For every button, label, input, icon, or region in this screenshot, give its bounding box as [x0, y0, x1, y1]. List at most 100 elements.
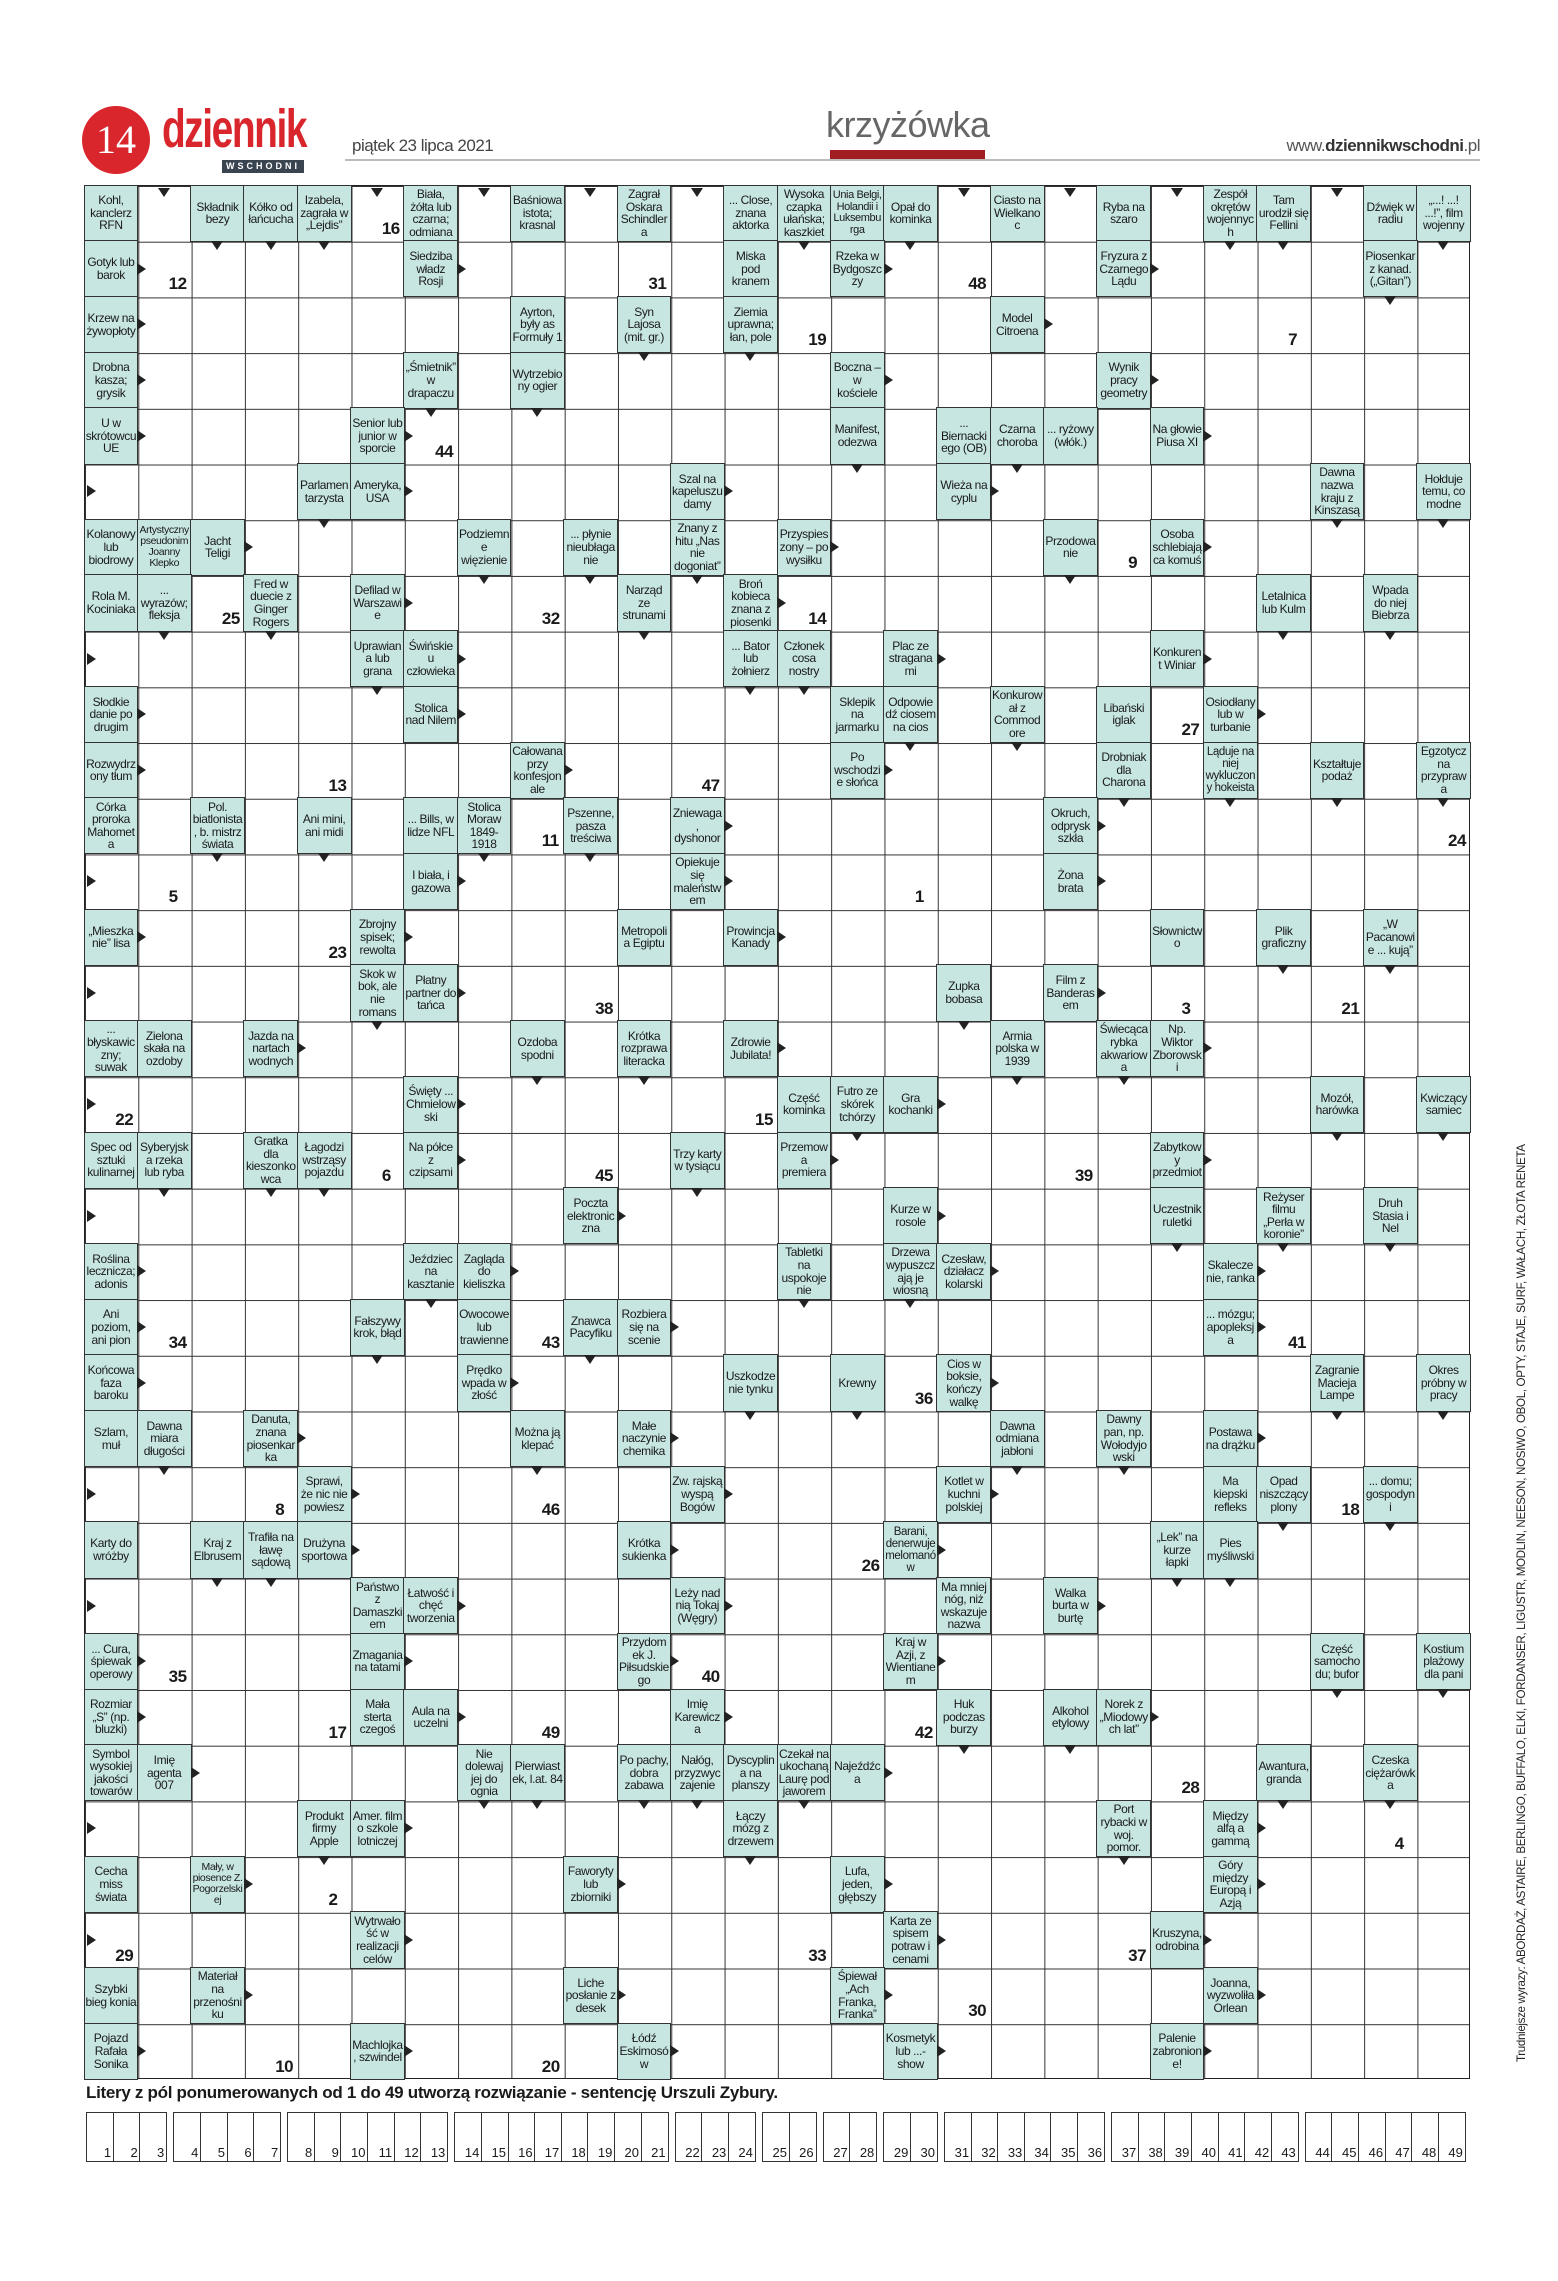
arrow-right-icon [457, 1599, 467, 1612]
solution-box: 28 [849, 2112, 878, 2162]
arrow-down-icon [1330, 1689, 1343, 1699]
arrow-right-icon [457, 262, 467, 275]
arrow-right-icon [670, 1655, 680, 1668]
clue-cell: Joanna, wyzwoliła Orlean [1202, 1967, 1258, 2025]
arrow-down-icon [264, 1187, 277, 1197]
solution-box: 17 [534, 2112, 563, 2162]
clue-cell: Libański iglak [1096, 685, 1152, 744]
arrow-down-icon [691, 1187, 704, 1197]
clue-cell: U w skrótowcu UE [83, 407, 139, 465]
clue-cell: Palenie zabronione! [1149, 2022, 1205, 2080]
arrow-right-icon [1150, 373, 1160, 386]
arrow-down-icon [1277, 240, 1290, 250]
clue-cell: Między alfą a gammą [1202, 1799, 1258, 1858]
arrow-down-icon [1384, 1521, 1397, 1531]
logo: dziennik [162, 99, 307, 159]
arrow-down-icon [1277, 630, 1290, 640]
solution-box-number: 30 [920, 2145, 935, 2160]
solution-box: 11 [367, 2112, 396, 2162]
arrow-right-icon [617, 1989, 627, 2002]
solution-box: 41 [1217, 2112, 1246, 2162]
clue-cell: Fred w duecie z Ginger Rogers [243, 574, 299, 632]
arrow-right-icon [87, 1599, 96, 1612]
clue-cell: Baśniowa istota; krasnal [509, 184, 565, 242]
clue-cell: Rola M. Kociniaka [83, 574, 139, 632]
clue-cell: Manifest, odezwa [829, 407, 885, 465]
clue-cell: Leży nad nią Tokaj (Węgry) [669, 1577, 725, 1635]
cell-number: 16 [381, 218, 400, 238]
arrow-right-icon [457, 1098, 467, 1111]
clue-cell: I biała, i gazowa [403, 852, 459, 911]
arrow-right-icon [723, 1488, 733, 1501]
clue-cell: Plik graficzny [1256, 908, 1312, 966]
url-domain: dziennikwschodni [1325, 136, 1464, 155]
clue-cell: Rozmiar „S” (np. bluzki) [83, 1688, 139, 1746]
clue-cell: Czesław, działacz kolarski [936, 1242, 992, 1301]
clue-cell: Konkurował z Commodore [989, 685, 1045, 744]
arrow-right-icon [1150, 262, 1160, 275]
solution-box: 49 [1437, 2112, 1466, 2162]
cell-number: 43 [541, 1332, 560, 1352]
section-title: krzyżówka [826, 104, 990, 145]
solution-box: 32 [970, 2112, 999, 2162]
clue-cell: Prowincja Kanady [723, 908, 778, 966]
clue-cell: Parlamentarzysta [296, 463, 352, 521]
solution-box-number: 31 [954, 2145, 970, 2160]
solution-box: 27 [822, 2112, 851, 2162]
clue-cell: Część kominka [776, 1075, 832, 1133]
clue-cell: Metropolia Egiptu [616, 908, 672, 966]
arrow-right-icon [990, 485, 1000, 498]
arrow-right-icon [777, 596, 786, 609]
arrow-down-icon [1010, 742, 1023, 752]
arrow-right-icon [1203, 1153, 1213, 1166]
clue-cell: Egzotyczna przyprawa [1416, 741, 1471, 799]
solution-box: 13 [420, 2112, 449, 2162]
clue-cell: Trzy karty w tysiącu [669, 1131, 725, 1189]
cell-number: 42 [914, 1722, 933, 1742]
cell-number: 36 [914, 1388, 933, 1408]
arrow-right-icon [403, 2045, 413, 2058]
solution-box: 10 [340, 2112, 369, 2162]
arrow-down-icon [584, 574, 597, 584]
clue-cell: Zw. rajską wyspą Bogów [669, 1465, 725, 1523]
arrow-down-icon [531, 407, 544, 417]
cell-number: 13 [328, 775, 347, 795]
issue-date: piątek 23 lipca 2021 [352, 136, 494, 155]
clue-cell: Sprawi, że nic nie powiesz [296, 1465, 352, 1523]
arrow-right-icon [403, 1933, 413, 1946]
arrow-right-icon [137, 1655, 147, 1668]
clue-cell: Kwiczący samiec [1416, 1075, 1471, 1133]
arrow-right-icon [87, 652, 96, 665]
arrow-down-icon [691, 1800, 704, 1810]
arrow-down-icon [850, 1132, 863, 1141]
logo-subtitle: WSCHODNI [222, 160, 304, 173]
clue-cell: Zdrowie Jubilata! [723, 1020, 778, 1078]
clue-cell: Pszenne, pasza treściwa [563, 797, 619, 855]
cell-number: 22 [115, 1110, 134, 1129]
arrow-right-icon [87, 875, 96, 888]
cell-number: 14 [808, 608, 827, 628]
clue-cell: Poczta elektroniczna [563, 1187, 619, 1245]
clue-cell: Dyscyplina na planszy [723, 1744, 778, 1802]
cell-number: 38 [595, 998, 613, 1018]
clue-cell: Góry między Europą i Azją [1202, 1855, 1258, 1913]
cell-number: 48 [968, 274, 987, 294]
clue-cell: Wieża na cyplu [936, 463, 992, 521]
clue-cell: Przydomek J. Piłsudskiego [616, 1632, 672, 1691]
cell-number: 34 [168, 1332, 187, 1352]
cell-number: 32 [541, 608, 560, 628]
clue-cell: Ryba na szaro [1096, 184, 1152, 242]
cell-number: 18 [1341, 1499, 1360, 1519]
arrow-down-icon [1277, 964, 1290, 974]
clue-cell: Przodowanie [1043, 518, 1098, 576]
arrow-right-icon [936, 1933, 946, 1946]
arrow-down-icon [584, 1354, 597, 1364]
arrow-right-icon [87, 1209, 96, 1222]
clue-cell: Fryzura z Czarnego Lądu [1096, 240, 1152, 298]
arrow-right-icon [137, 763, 147, 776]
clue-cell: Córka proroka Mahometa [83, 797, 139, 855]
clue-cell: Np. Wiktor Zborowski [1149, 1020, 1205, 1078]
clue-cell: Imię agenta 007 [136, 1744, 192, 1802]
arrow-right-icon [990, 1488, 1000, 1501]
arrow-right-icon [403, 931, 413, 944]
